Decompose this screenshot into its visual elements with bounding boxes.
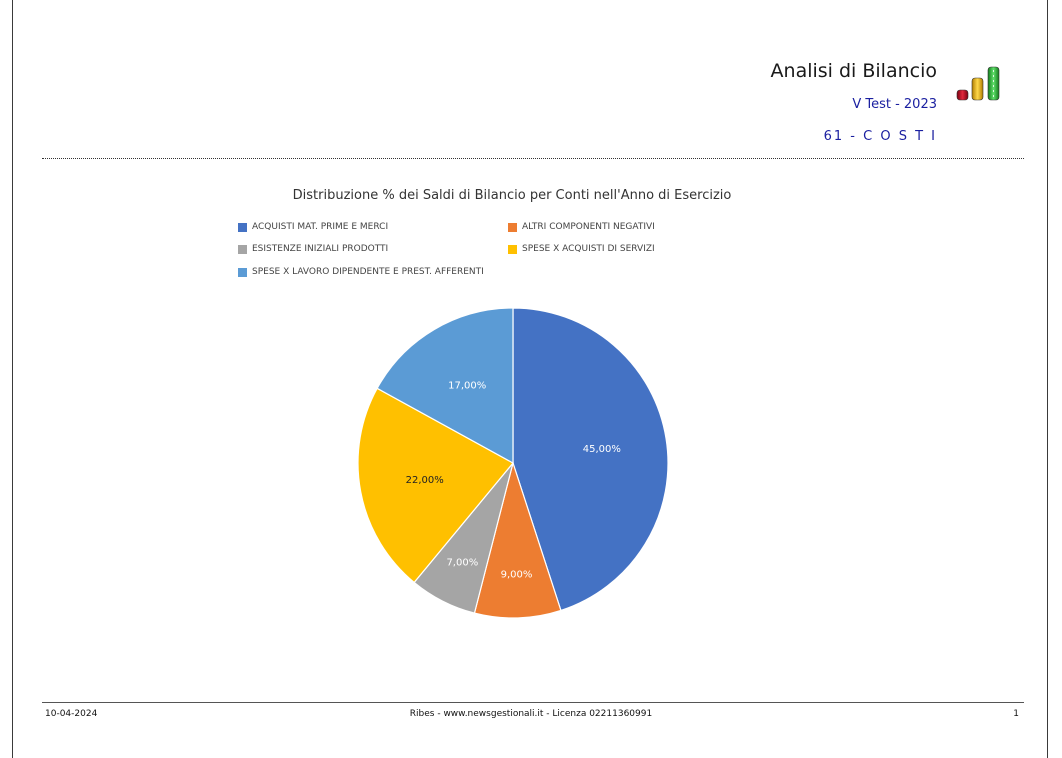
page-number: 1	[1013, 709, 1019, 719]
pie-slice	[357, 387, 514, 584]
footer-separator	[42, 702, 1024, 703]
pie-data-label: 45,00%	[583, 444, 621, 455]
report-title: Analisi di Bilancio	[770, 60, 937, 82]
legend-label: SPESE X ACQUISTI DI SERVIZI	[522, 244, 655, 254]
report-section: 61 - C O S T I	[823, 129, 937, 144]
pie-slice	[473, 460, 562, 619]
chart-title: Distribuzione % dei Saldi di Bilancio pe…	[292, 188, 732, 203]
pie-slice	[376, 307, 514, 465]
license-info: Ribes - www.newsgestionali.it - Licenza …	[409, 709, 653, 719]
logo-bar-yellow	[971, 77, 984, 101]
legend-label: ALTRI COMPONENTI NEGATIVI	[522, 222, 655, 232]
legend-swatch	[508, 244, 517, 254]
legend-label: ESISTENZE INIZIALI PRODOTTI	[252, 244, 389, 254]
legend-item: SPESE X LAVORO DIPENDENTE E PREST. AFFER…	[238, 265, 484, 279]
legend-swatch	[238, 222, 247, 232]
bar-chart-logo-icon	[956, 66, 1000, 101]
logo-bar-red	[956, 89, 969, 101]
legend-swatch	[238, 267, 247, 277]
legend-label: SPESE X LAVORO DIPENDENTE E PREST. AFFER…	[252, 267, 484, 277]
pie-data-label: 7,00%	[446, 557, 478, 568]
print-date: 10-04-2024	[45, 709, 98, 719]
legend-item: ESISTENZE INIZIALI PRODOTTI	[238, 242, 388, 256]
legend-item: ACQUISTI MAT. PRIME E MERCI	[238, 220, 388, 234]
pie-data-label: 22,00%	[406, 475, 444, 486]
pie-chart: 45,00% 9,00% 7,00% 22,00% 17,00%	[357, 307, 669, 619]
header-separator	[42, 158, 1024, 159]
legend-item: SPESE X ACQUISTI DI SERVIZI	[508, 242, 655, 256]
legend-swatch	[238, 244, 247, 254]
pie-data-label: 17,00%	[448, 381, 486, 392]
pie-data-label: 9,00%	[501, 570, 533, 581]
pie-slice	[512, 307, 669, 612]
report-subtitle: V Test - 2023	[852, 97, 937, 112]
logo-bar-green	[987, 66, 1000, 101]
legend-swatch	[508, 222, 517, 232]
page-frame	[12, 0, 1048, 758]
legend-item: ALTRI COMPONENTI NEGATIVI	[508, 220, 655, 234]
legend-label: ACQUISTI MAT. PRIME E MERCI	[252, 222, 389, 232]
